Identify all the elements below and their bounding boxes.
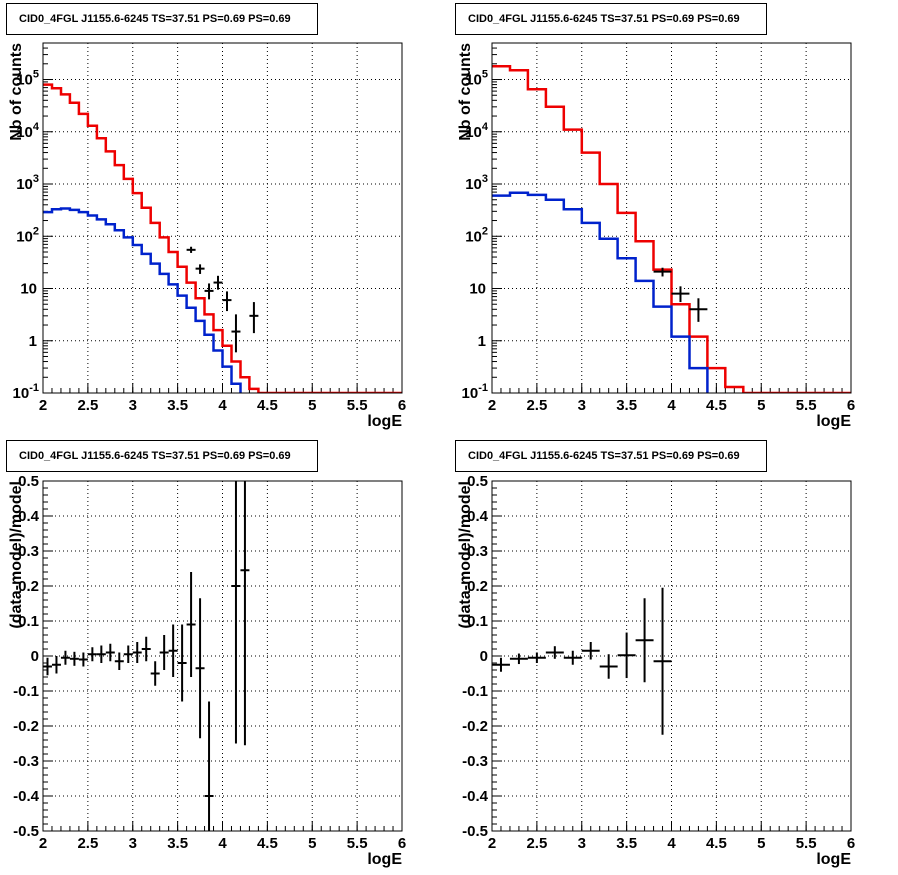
x-tick-label: 2: [39, 835, 47, 852]
y-tick-label: -0.4: [13, 788, 40, 805]
x-tick-label: 3: [129, 835, 137, 852]
x-tick-label: 4: [218, 397, 227, 414]
x-tick-label: 4: [667, 835, 676, 852]
x-tick-label: 5.5: [796, 397, 817, 414]
x-tick-label: 5: [757, 835, 765, 852]
x-tick-label: 4.5: [257, 397, 278, 414]
x-tick-label: 3.5: [616, 835, 637, 852]
x-tick-label: 2.5: [526, 397, 547, 414]
y-tick-label: 0: [31, 648, 39, 665]
y-tick-label: -0.4: [462, 788, 489, 805]
x-tick-label: 2: [488, 835, 496, 852]
y-axis-label: Nb of counts: [8, 43, 25, 141]
chart-panel-2: 2 2.5 3 3.5 4 4.5 5 5.5 6 -0.5 -0.4 -0.3 -0.2 -0.1 0 0.…: [8, 473, 406, 868]
y-tick-label: -0.3: [13, 753, 39, 770]
x-axis-label: logE: [816, 851, 851, 868]
plot-frame: [491, 480, 852, 832]
x-tick-label: 6: [847, 835, 855, 852]
chart-panel-3: 2 2.5 3 3.5 4 4.5 5 5.5 6 -0.5 -0.4 -0.3 -0.2 -0.1 0 0.…: [457, 473, 855, 868]
series-blue-histogram: [43, 207, 242, 393]
chart-panel-1: 2 2.5 3 3.5 4 4.5 5 5.5 6 10-1 1 10 102 103 104 105 logE…: [457, 42, 855, 430]
y-tick-label: -0.2: [462, 718, 488, 735]
y-tick-label: 0.2: [18, 578, 39, 595]
y-tick-label: 102: [16, 225, 39, 245]
panel-title-top-right: CID0_4FGL J1155.6-6245 TS=37.51 PS=0.69 …: [455, 3, 767, 35]
x-tick-label: 2.5: [77, 835, 98, 852]
y-tick-label: -0.1: [13, 683, 39, 700]
x-tick-label: 5.5: [347, 835, 368, 852]
x-axis-label: logE: [816, 413, 851, 430]
y-tick-label: 0.3: [18, 543, 39, 560]
x-tick-label: 6: [398, 397, 406, 414]
x-tick-label: 3.5: [616, 397, 637, 414]
y-tick-label: 10: [469, 281, 486, 298]
y-tick-label: 0: [480, 648, 488, 665]
x-tick-label: 6: [847, 397, 855, 414]
y-tick-label: 1: [478, 333, 486, 350]
plot-frame: [491, 42, 852, 394]
y-tick-label: 0.5: [18, 473, 39, 490]
y-tick-label: 102: [465, 225, 488, 245]
y-tick-label: 105: [465, 69, 488, 89]
y-tick-label: 0.1: [18, 613, 39, 630]
x-tick-label: 4: [218, 835, 227, 852]
y-tick-label: 0.4: [467, 508, 489, 525]
x-tick-label: 5: [308, 397, 316, 414]
y-tick-label: 104: [16, 121, 40, 141]
y-axis-label: (data-model)/model: [457, 481, 474, 629]
y-tick-label: 0.3: [467, 543, 488, 560]
x-tick-label: 2: [488, 397, 496, 414]
x-axis-label: logE: [367, 851, 402, 868]
y-tick-label: 103: [16, 173, 39, 193]
y-tick-label: -0.5: [13, 823, 39, 840]
x-tick-label: 5.5: [796, 835, 817, 852]
plot-frame: [42, 480, 403, 832]
chart-panel-0: 2 2.5 3 3.5 4 4.5 5 5.5 6 10-1 1 10 102 103 104 105 logE…: [8, 42, 406, 430]
panel-title-bottom-right: CID0_4FGL J1155.6-6245 TS=37.51 PS=0.69 …: [455, 440, 767, 472]
series-red-histogram: [43, 83, 402, 393]
y-tick-label: 10-1: [462, 382, 488, 402]
x-tick-label: 5: [757, 397, 765, 414]
y-tick-label: 0.4: [18, 508, 40, 525]
y-tick-label: -0.3: [462, 753, 488, 770]
x-tick-label: 2.5: [526, 835, 547, 852]
y-axis-label: (data-model)/model: [8, 481, 25, 629]
x-axis-label: logE: [367, 413, 402, 430]
y-tick-label: -0.2: [13, 718, 39, 735]
panel-title-top-left: CID0_4FGL J1155.6-6245 TS=37.51 PS=0.69 …: [6, 3, 318, 35]
x-tick-label: 3: [578, 835, 586, 852]
x-tick-label: 5.5: [347, 397, 368, 414]
x-tick-label: 4.5: [257, 835, 278, 852]
series-blue-histogram: [492, 191, 709, 393]
y-tick-label: 0.5: [467, 473, 488, 490]
x-tick-label: 3.5: [167, 835, 188, 852]
y-tick-label: 104: [465, 121, 489, 141]
y-tick-label: 10-1: [13, 382, 39, 402]
x-tick-label: 5: [308, 835, 316, 852]
y-tick-label: -0.5: [462, 823, 488, 840]
x-tick-label: 6: [398, 835, 406, 852]
series-red-histogram: [492, 64, 851, 393]
y-tick-label: -0.1: [462, 683, 488, 700]
y-tick-label: 1: [29, 333, 37, 350]
x-tick-label: 3.5: [167, 397, 188, 414]
y-tick-label: 105: [16, 69, 39, 89]
plot-frame: [42, 42, 403, 394]
x-tick-label: 4: [667, 397, 676, 414]
panel-title-bottom-left: CID0_4FGL J1155.6-6245 TS=37.51 PS=0.69 …: [6, 440, 318, 472]
y-tick-label: 10: [20, 281, 37, 298]
y-axis-label: Nb of counts: [457, 43, 474, 141]
x-tick-label: 4.5: [706, 835, 727, 852]
x-tick-label: 2: [39, 397, 47, 414]
x-tick-label: 3: [129, 397, 137, 414]
x-tick-label: 4.5: [706, 397, 727, 414]
y-tick-label: 0.2: [467, 578, 488, 595]
y-tick-label: 0.1: [467, 613, 488, 630]
x-tick-label: 3: [578, 397, 586, 414]
y-tick-label: 103: [465, 173, 488, 193]
x-tick-label: 2.5: [77, 397, 98, 414]
